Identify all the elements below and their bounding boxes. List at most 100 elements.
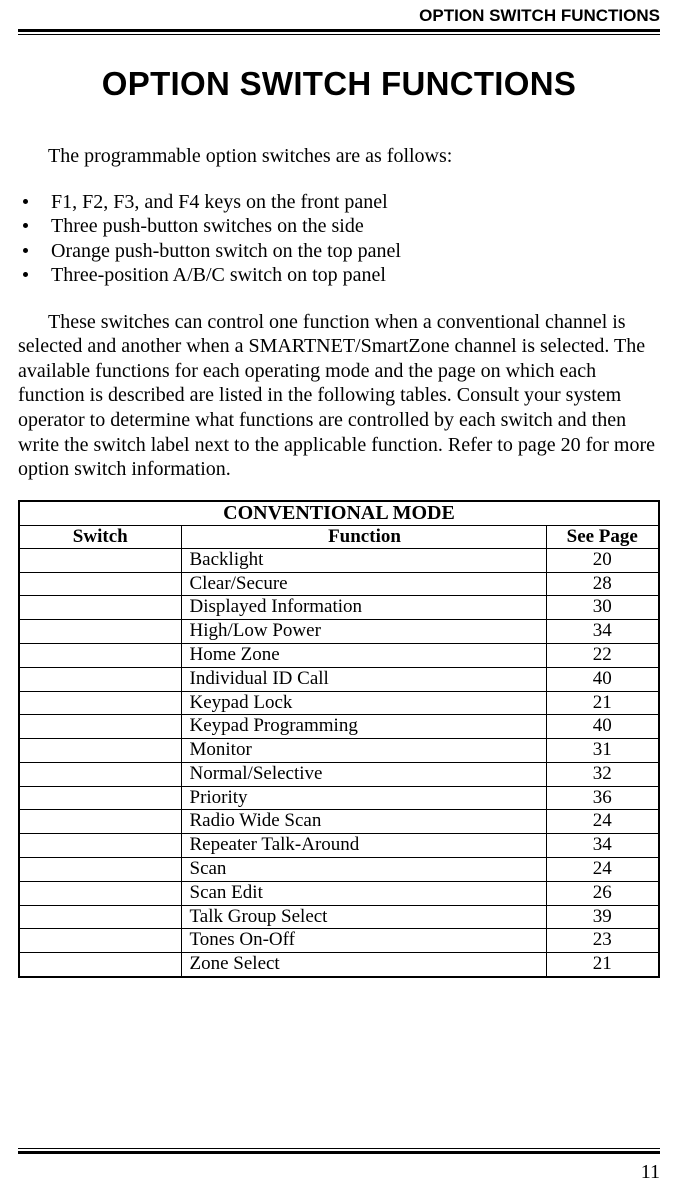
table-row: Keypad Lock21	[19, 691, 659, 715]
bullet-icon	[23, 272, 28, 277]
cell-function: Tones On-Off	[181, 929, 546, 953]
table-row: Scan24	[19, 858, 659, 882]
table-row: Normal/Selective32	[19, 762, 659, 786]
conventional-mode-table: CONVENTIONAL MODE Switch Function See Pa…	[18, 500, 660, 978]
table-title: CONVENTIONAL MODE	[19, 501, 659, 526]
table-row: Repeater Talk-Around34	[19, 834, 659, 858]
cell-function: Normal/Selective	[181, 762, 546, 786]
cell-function: High/Low Power	[181, 620, 546, 644]
table-row: Displayed Information30	[19, 596, 659, 620]
table-row: Talk Group Select39	[19, 905, 659, 929]
cell-switch	[19, 905, 181, 929]
cell-function: Radio Wide Scan	[181, 810, 546, 834]
intro-paragraph: The programmable option switches are as …	[18, 145, 660, 168]
cell-switch	[19, 596, 181, 620]
page-number: 11	[641, 1161, 660, 1184]
table-row: Individual ID Call40	[19, 667, 659, 691]
cell-page: 26	[546, 881, 659, 905]
cell-switch	[19, 881, 181, 905]
cell-page: 40	[546, 715, 659, 739]
cell-function: Talk Group Select	[181, 905, 546, 929]
cell-switch	[19, 667, 181, 691]
cell-function: Backlight	[181, 548, 546, 572]
col-header-page: See Page	[546, 525, 659, 548]
cell-function: Monitor	[181, 739, 546, 763]
cell-page: 22	[546, 643, 659, 667]
cell-switch	[19, 858, 181, 882]
table-row: Clear/Secure28	[19, 572, 659, 596]
cell-function: Displayed Information	[181, 596, 546, 620]
list-item: Three-position A/B/C switch on top panel	[18, 263, 660, 287]
table-row: High/Low Power34	[19, 620, 659, 644]
cell-page: 28	[546, 572, 659, 596]
list-item-text: F1, F2, F3, and F4 keys on the front pan…	[51, 191, 388, 213]
cell-page: 39	[546, 905, 659, 929]
running-head: OPTION SWITCH FUNCTIONS	[18, 0, 660, 29]
top-rule	[18, 29, 660, 35]
cell-page: 34	[546, 620, 659, 644]
bullet-icon	[23, 248, 28, 253]
cell-function: Home Zone	[181, 643, 546, 667]
table-row: Scan Edit26	[19, 881, 659, 905]
list-item-text: Three push-button switches on the side	[51, 215, 364, 237]
col-header-switch: Switch	[19, 525, 181, 548]
cell-switch	[19, 834, 181, 858]
bullet-icon	[23, 223, 28, 228]
cell-switch	[19, 929, 181, 953]
table-row: Home Zone22	[19, 643, 659, 667]
table-title-row: CONVENTIONAL MODE	[19, 501, 659, 526]
list-item-text: Three-position A/B/C switch on top panel	[51, 264, 386, 286]
table-row: Monitor31	[19, 739, 659, 763]
table-row: Tones On-Off23	[19, 929, 659, 953]
cell-function: Repeater Talk-Around	[181, 834, 546, 858]
cell-switch	[19, 620, 181, 644]
body-text: These switches can control one function …	[18, 311, 655, 481]
cell-page: 21	[546, 691, 659, 715]
bullet-icon	[23, 199, 28, 204]
table-header-row: Switch Function See Page	[19, 525, 659, 548]
table-row: Zone Select21	[19, 953, 659, 977]
page: OPTION SWITCH FUNCTIONS OPTION SWITCH FU…	[0, 0, 678, 1192]
chapter-title: OPTION SWITCH FUNCTIONS	[18, 65, 660, 103]
cell-page: 40	[546, 667, 659, 691]
cell-switch	[19, 810, 181, 834]
cell-page: 24	[546, 810, 659, 834]
list-item: Orange push-button switch on the top pan…	[18, 239, 660, 263]
cell-function: Scan Edit	[181, 881, 546, 905]
cell-function: Clear/Secure	[181, 572, 546, 596]
cell-function: Zone Select	[181, 953, 546, 977]
cell-switch	[19, 762, 181, 786]
cell-function: Priority	[181, 786, 546, 810]
list-item-text: Orange push-button switch on the top pan…	[51, 240, 401, 262]
cell-page: 31	[546, 739, 659, 763]
body-paragraph: These switches can control one function …	[18, 310, 660, 482]
list-item: Three push-button switches on the side	[18, 214, 660, 238]
cell-page: 30	[546, 596, 659, 620]
cell-switch	[19, 572, 181, 596]
cell-switch	[19, 786, 181, 810]
cell-page: 34	[546, 834, 659, 858]
cell-page: 32	[546, 762, 659, 786]
list-item: F1, F2, F3, and F4 keys on the front pan…	[18, 190, 660, 214]
cell-function: Scan	[181, 858, 546, 882]
cell-page: 23	[546, 929, 659, 953]
table-body: Backlight20Clear/Secure28Displayed Infor…	[19, 548, 659, 977]
bottom-rule	[18, 1148, 660, 1154]
cell-page: 24	[546, 858, 659, 882]
cell-function: Individual ID Call	[181, 667, 546, 691]
cell-switch	[19, 548, 181, 572]
col-header-function: Function	[181, 525, 546, 548]
table-row: Backlight20	[19, 548, 659, 572]
cell-page: 20	[546, 548, 659, 572]
table-row: Priority36	[19, 786, 659, 810]
cell-function: Keypad Programming	[181, 715, 546, 739]
table-row: Radio Wide Scan24	[19, 810, 659, 834]
cell-switch	[19, 691, 181, 715]
cell-function: Keypad Lock	[181, 691, 546, 715]
cell-page: 21	[546, 953, 659, 977]
cell-switch	[19, 643, 181, 667]
cell-page: 36	[546, 786, 659, 810]
cell-switch	[19, 953, 181, 977]
cell-switch	[19, 715, 181, 739]
table-row: Keypad Programming40	[19, 715, 659, 739]
